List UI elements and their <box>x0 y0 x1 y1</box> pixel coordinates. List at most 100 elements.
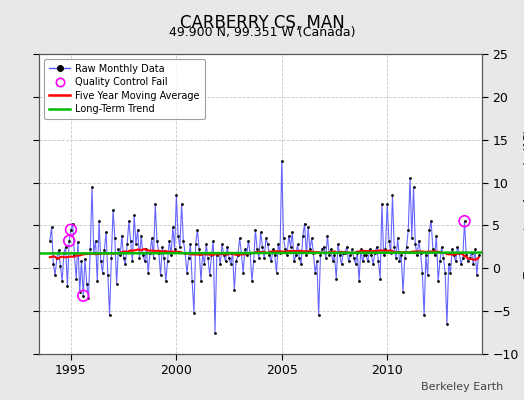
Point <box>151 201 159 207</box>
Point <box>434 278 442 284</box>
Point <box>181 250 189 256</box>
Point <box>350 255 358 261</box>
Point <box>158 244 167 250</box>
Point <box>385 238 393 244</box>
Point <box>278 158 286 164</box>
Point <box>95 218 103 224</box>
Point <box>341 250 349 256</box>
Point <box>299 232 307 239</box>
Point <box>439 255 447 261</box>
Point <box>83 280 91 287</box>
Point <box>161 278 170 284</box>
Point <box>334 241 342 248</box>
Point <box>305 246 314 253</box>
Point <box>400 255 409 261</box>
Point <box>197 278 205 284</box>
Point <box>395 258 403 265</box>
Point <box>335 252 344 259</box>
Point <box>102 229 110 236</box>
Point <box>325 252 333 259</box>
Point <box>383 201 391 207</box>
Point <box>394 235 402 242</box>
Point <box>408 235 416 242</box>
Point <box>248 278 256 284</box>
Point <box>460 218 468 224</box>
Point <box>332 275 341 282</box>
Point <box>402 244 411 250</box>
Point <box>276 250 284 256</box>
Point <box>188 278 196 284</box>
Point <box>170 246 179 253</box>
Point <box>148 235 156 242</box>
Point <box>75 289 84 296</box>
Point <box>228 250 237 256</box>
Point <box>186 241 194 248</box>
Point <box>452 258 460 265</box>
Point <box>205 272 214 278</box>
Point <box>413 252 421 259</box>
Point <box>213 252 221 259</box>
Point <box>397 252 406 259</box>
Point <box>163 258 172 265</box>
Point <box>365 246 374 253</box>
Point <box>458 255 467 261</box>
Point <box>104 272 112 278</box>
Point <box>420 312 428 319</box>
Point <box>308 235 316 242</box>
Point <box>77 257 85 264</box>
Point <box>387 250 395 256</box>
Point <box>130 212 138 218</box>
Point <box>202 241 211 248</box>
Point <box>265 252 274 259</box>
Point <box>61 244 70 250</box>
Point <box>169 224 177 230</box>
Point <box>264 241 272 248</box>
Point <box>443 321 451 327</box>
Point <box>353 250 362 256</box>
Point <box>455 250 463 256</box>
Point <box>220 252 228 259</box>
Point <box>90 250 98 256</box>
Point <box>53 255 61 261</box>
Text: 49.900 N, 99.351 W (Canada): 49.900 N, 99.351 W (Canada) <box>169 26 355 39</box>
Point <box>74 238 82 245</box>
Point <box>79 292 88 299</box>
Point <box>67 226 75 233</box>
Point <box>446 269 455 276</box>
Point <box>260 255 268 261</box>
Point <box>329 258 337 265</box>
Point <box>199 250 207 256</box>
Point <box>427 218 435 224</box>
Point <box>241 246 249 253</box>
Point <box>466 255 474 261</box>
Point <box>126 238 135 244</box>
Point <box>113 280 121 287</box>
Point <box>417 250 425 256</box>
Point <box>81 256 89 262</box>
Point <box>418 269 427 276</box>
Point <box>344 258 353 265</box>
Point <box>125 218 133 224</box>
Point <box>378 201 386 207</box>
Point <box>358 258 367 265</box>
Point <box>155 250 163 256</box>
Point <box>346 252 355 259</box>
Point <box>134 226 142 233</box>
Point <box>429 246 437 253</box>
Point <box>91 238 100 244</box>
Point <box>293 241 302 248</box>
Point <box>153 238 161 244</box>
Point <box>367 252 376 259</box>
Point <box>178 201 186 207</box>
Point <box>362 252 370 259</box>
Point <box>123 241 132 248</box>
Point <box>300 220 309 227</box>
Point <box>292 252 300 259</box>
Point <box>269 246 277 253</box>
Point <box>218 241 226 248</box>
Point <box>47 224 56 230</box>
Point <box>146 250 154 256</box>
Point <box>297 261 305 267</box>
Point <box>216 261 224 267</box>
Point <box>473 272 481 278</box>
